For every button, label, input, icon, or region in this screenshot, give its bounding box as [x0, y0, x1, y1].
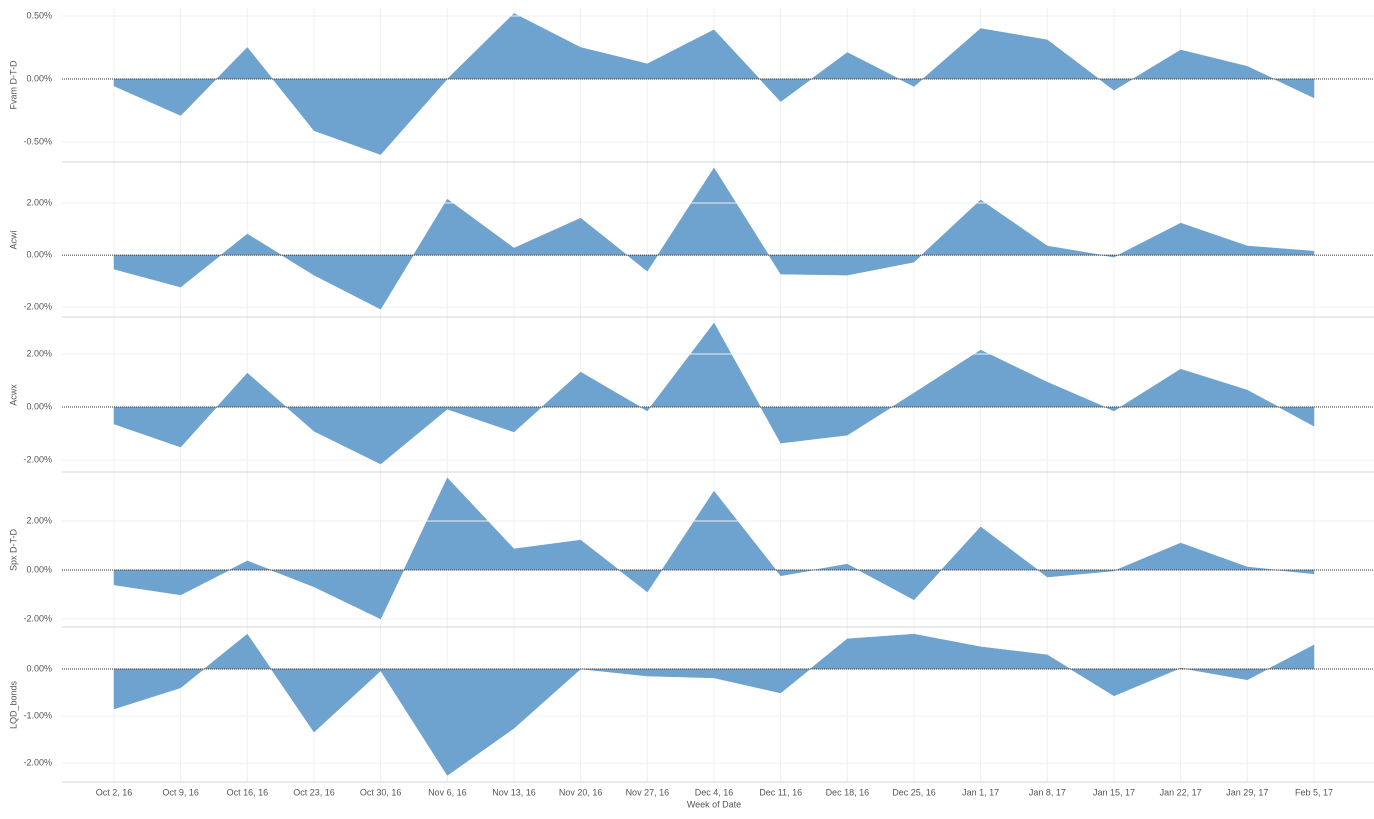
x-tick-label: Jan 8, 17 — [1029, 787, 1066, 797]
x-tick-label: Jan 15, 17 — [1093, 787, 1135, 797]
y-tick-label: -0.50% — [23, 136, 52, 146]
y-tick-label: 0.00% — [26, 564, 52, 574]
x-tick-label: Jan 1, 17 — [962, 787, 999, 797]
y-axis-title: Fvam D-T-D — [8, 60, 18, 109]
x-tick-label: Nov 6, 16 — [428, 787, 467, 797]
y-tick-label: 0.00% — [26, 249, 52, 259]
x-tick-label: Jan 29, 17 — [1226, 787, 1268, 797]
area — [113, 13, 1315, 155]
x-tick-label: Dec 11, 16 — [759, 787, 802, 797]
y-tick-label: 0.50% — [26, 10, 52, 20]
y-tick-label: 2.00% — [26, 197, 52, 207]
area — [113, 167, 1315, 310]
x-tick-label: Oct 23, 16 — [293, 787, 335, 797]
y-tick-label: 2.00% — [26, 515, 52, 525]
y-axis-title: Spx D-T-D — [8, 529, 18, 572]
x-tick-label: Dec 4, 16 — [695, 787, 734, 797]
y-tick-label: -2.00% — [23, 758, 52, 768]
x-tick-label: Nov 20, 16 — [559, 787, 603, 797]
y-tick-label: -2.00% — [23, 301, 52, 311]
y-tick-label: 0.00% — [26, 73, 52, 83]
x-tick-label: Oct 2, 16 — [96, 787, 133, 797]
x-tick-label: Jan 22, 17 — [1160, 787, 1202, 797]
x-tick-label: Nov 27, 16 — [626, 787, 670, 797]
y-tick-label: 2.00% — [26, 348, 52, 358]
y-tick-label: -1.00% — [23, 710, 52, 720]
y-axis-title: Acwi — [8, 230, 18, 249]
y-tick-label: -2.00% — [23, 613, 52, 623]
x-tick-label: Oct 30, 16 — [360, 787, 402, 797]
x-tick-label: Oct 9, 16 — [162, 787, 199, 797]
x-tick-label: Oct 16, 16 — [227, 787, 269, 797]
x-tick-label: Dec 25, 16 — [892, 787, 936, 797]
y-tick-label: 0.00% — [26, 401, 52, 411]
y-tick-label: 0.00% — [26, 663, 52, 673]
x-tick-label: Nov 13, 16 — [492, 787, 536, 797]
x-tick-label: Dec 18, 16 — [826, 787, 870, 797]
area — [113, 322, 1315, 465]
y-axis-title: LQD_bonds — [8, 680, 18, 729]
x-tick-label: Feb 5, 17 — [1295, 787, 1333, 797]
area — [113, 477, 1315, 620]
y-tick-label: -2.00% — [23, 454, 52, 464]
y-axis-title: Acwx — [8, 384, 18, 406]
x-axis-title: Week of Date — [687, 799, 741, 809]
